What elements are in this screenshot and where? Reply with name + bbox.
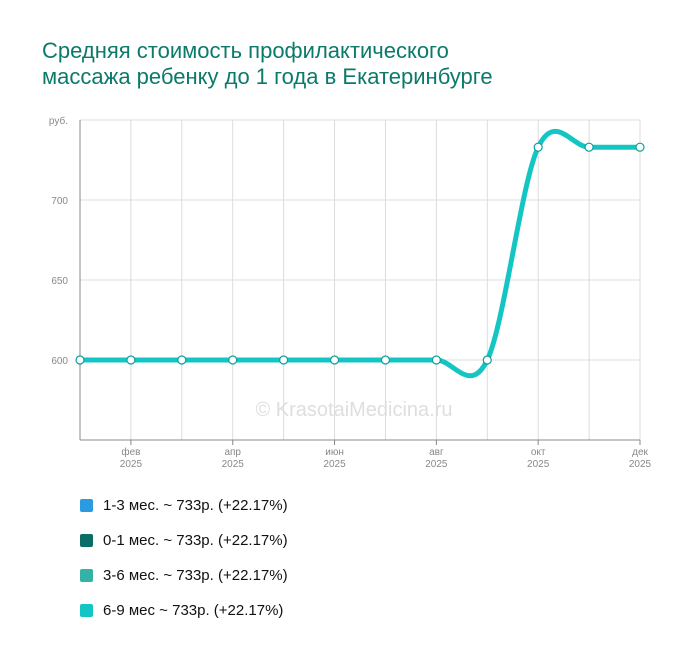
data-point	[431, 355, 441, 365]
x-tick-label: дек	[632, 447, 648, 458]
x-tick-year: 2025	[629, 459, 652, 470]
chart-title: Средняя стоимость профилактического масс…	[42, 38, 662, 90]
y-tick-label: 650	[51, 276, 68, 287]
legend-swatch	[80, 499, 93, 512]
x-tick-label: фев	[121, 446, 140, 458]
legend-swatch	[80, 569, 93, 582]
data-point	[380, 355, 391, 365]
x-tick-year: 2025	[120, 459, 143, 470]
data-point	[177, 355, 187, 365]
y-tick-label: 700	[51, 196, 68, 207]
data-point	[228, 355, 238, 365]
x-tick-year: 2025	[323, 459, 346, 470]
data-point	[126, 355, 136, 365]
data-point	[533, 142, 543, 152]
data-point	[635, 142, 645, 152]
watermark: © KrasotaiMedicina.ru	[255, 399, 452, 421]
legend-label: 0-1 мес. ~ 733р. (+22.17%)	[103, 532, 288, 549]
legend-label: 6-9 мес ~ 733р. (+22.17%)	[103, 602, 284, 619]
data-point	[584, 142, 594, 152]
x-tick-label: авг	[429, 447, 444, 458]
legend-item[interactable]: 3-6 мес. ~ 733р. (+22.17%)	[80, 558, 288, 593]
y-axis-label: руб.	[49, 115, 68, 127]
data-point	[279, 355, 289, 365]
line-chart: 600650700руб.фев2025апр2025июн2025авг202…	[49, 115, 652, 470]
series-line	[80, 129, 640, 379]
legend-item[interactable]: 1-3 мес. ~ 733р. (+22.17%)	[80, 488, 288, 523]
y-tick-label: 600	[51, 356, 68, 367]
title-line-1: Средняя стоимость профилактического	[42, 38, 449, 63]
x-tick-year: 2025	[527, 459, 550, 470]
legend: 1-3 мес. ~ 733р. (+22.17%) 0-1 мес. ~ 73…	[80, 488, 288, 628]
title-line-2: массажа ребенку до 1 года в Екатеринбург…	[42, 64, 493, 89]
x-tick-year: 2025	[425, 459, 448, 470]
legend-item[interactable]: 0-1 мес. ~ 733р. (+22.17%)	[80, 523, 288, 558]
legend-swatch	[80, 534, 93, 547]
legend-label: 1-3 мес. ~ 733р. (+22.17%)	[103, 497, 288, 514]
data-point	[75, 355, 85, 365]
x-tick-label: апр	[224, 447, 241, 458]
x-tick-year: 2025	[222, 459, 245, 470]
legend-swatch	[80, 604, 93, 617]
data-point	[329, 355, 340, 365]
x-tick-label: июн	[325, 447, 344, 458]
data-point	[482, 355, 492, 365]
legend-label: 3-6 мес. ~ 733р. (+22.17%)	[103, 567, 288, 584]
x-tick-label: окт	[531, 447, 546, 458]
legend-item[interactable]: 6-9 мес ~ 733р. (+22.17%)	[80, 593, 288, 628]
